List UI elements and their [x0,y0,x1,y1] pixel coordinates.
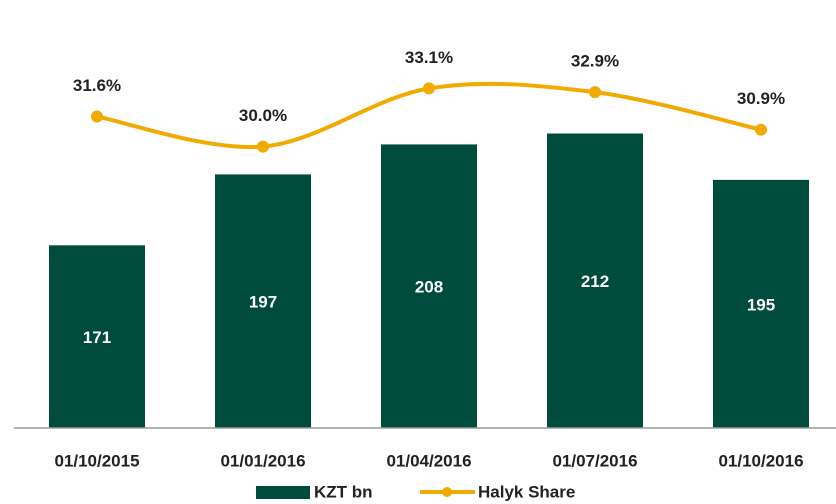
bar-label: 208 [415,278,443,297]
line-marker [257,140,269,153]
line-label: 30.0% [239,106,287,125]
line-marker [423,82,435,95]
bar-label: 195 [747,295,775,314]
bar [547,133,643,428]
line-marker [755,123,767,136]
x-tick-label: 01/04/2016 [386,451,471,470]
bar [49,245,145,428]
line-label: 30.9% [737,89,785,108]
x-tick-label: 01/07/2016 [552,451,637,470]
x-tick-label: 01/10/2016 [718,451,803,470]
bar [381,144,477,428]
x-tick-label: 01/10/2015 [54,451,139,470]
bar-label: 212 [581,272,609,291]
bar [713,179,809,428]
bar-label: 171 [83,328,111,347]
line-label: 33.1% [405,48,453,67]
legend-label: Halyk Share [478,482,575,501]
bar [215,174,311,428]
line-label: 31.6% [73,76,121,95]
bar-label: 197 [249,293,277,312]
line-marker [91,110,103,123]
legend-label: KZT bn [314,482,373,501]
legend-swatch [256,486,310,499]
legend-swatch [442,487,452,497]
line-marker [589,86,601,99]
x-tick-label: 01/01/2016 [220,451,305,470]
line-label: 32.9% [571,52,619,71]
